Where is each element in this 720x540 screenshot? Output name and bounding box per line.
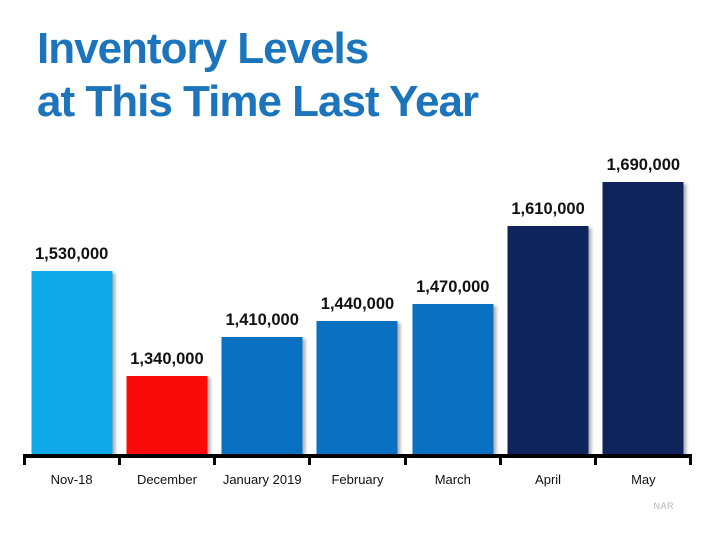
chart-column-nov-18: 1,530,000 Nov-18 [24, 150, 119, 487]
category-label-march: March [434, 472, 471, 487]
x-axis-tick-6 [594, 457, 598, 465]
page-title-line-1: Inventory Levels [37, 24, 369, 73]
x-axis-tick-2 [213, 457, 217, 465]
category-label-nov-18: Nov-18 [50, 472, 93, 487]
category-label-april: April [535, 472, 562, 487]
page-title: Inventory Levels at This Time Last Year [37, 22, 479, 128]
bar-february [316, 320, 398, 454]
chart-column-april: 1,610,000 April [500, 150, 595, 487]
x-axis-tick-1 [117, 457, 121, 465]
chart-column-january-2019: 1,410,000 January 2019 [215, 150, 310, 487]
bar-december [126, 376, 208, 454]
bar-january-2019 [221, 337, 303, 454]
value-label-nov-18: 1,530,000 [34, 244, 109, 263]
bar-april [507, 226, 589, 454]
chart-column-december: 1,340,000 December [119, 150, 214, 487]
x-axis-tick-5 [498, 457, 502, 465]
chart-column-march: 1,470,000 March [405, 150, 500, 487]
value-label-february: 1,440,000 [320, 294, 395, 313]
x-axis-tick-7 [689, 457, 692, 465]
value-label-april: 1,610,000 [511, 200, 585, 219]
source-note: NAR [653, 501, 674, 511]
category-label-december: December [136, 472, 197, 487]
x-axis-tick-0 [23, 457, 26, 465]
x-axis-tick-3 [308, 457, 312, 465]
value-label-march: 1,470,000 [416, 278, 490, 297]
bar-march [412, 304, 494, 454]
bar-chart: 1,530,000 Nov-18 1,340,000 December 1,410,00… [23, 150, 692, 487]
bar-may [602, 182, 684, 454]
x-axis-line [23, 454, 692, 458]
value-label-may: 1,690,000 [606, 156, 681, 175]
chart-column-february: 1,440,000 February [310, 150, 405, 487]
plot-area: 1,530,000 Nov-18 1,340,000 December 1,410,00… [23, 150, 692, 487]
category-label-may: May [631, 472, 656, 487]
category-label-february: February [331, 472, 384, 487]
bar-nov-18 [31, 270, 113, 454]
x-axis-tick-4 [403, 457, 407, 465]
page-title-line-2: at This Time Last Year [37, 77, 479, 126]
value-label-december: 1,340,000 [130, 350, 204, 369]
category-label-january-2019: January 2019 [222, 472, 302, 487]
value-label-january-2019: 1,410,000 [225, 311, 299, 330]
chart-column-may: 1,690,000 May [596, 150, 691, 487]
